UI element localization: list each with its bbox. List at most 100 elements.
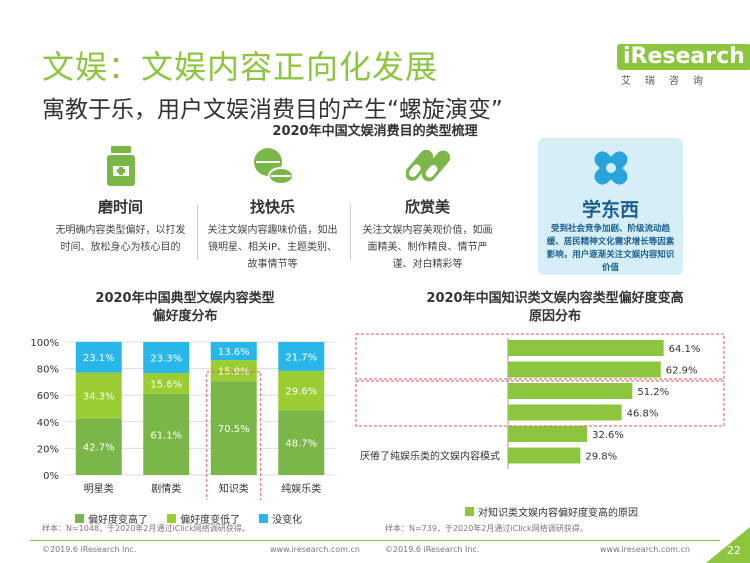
bar: [508, 447, 581, 464]
left-footnote: 样本：N=1048，于2020年2月通过iClick网络调研获得。: [42, 524, 250, 533]
logo-subtext: 艾瑞咨询: [621, 76, 717, 87]
legend-label: 偏好度变低了: [180, 515, 241, 526]
legend-label: 偏好度变高了: [88, 515, 148, 526]
right-footer-url: www.iresearch.com.cn: [600, 545, 690, 554]
data-label: 34.3%: [83, 391, 115, 402]
data-label: 64.1%: [669, 344, 701, 355]
card-name: 欣赏美: [404, 198, 450, 216]
legend-swatch: [465, 507, 474, 516]
legend-item: 没变化: [259, 511, 302, 526]
right-footer-copyright: ©2019.6 iResearch Inc.: [385, 545, 480, 554]
bar: [508, 404, 622, 421]
bar-segment: [143, 393, 190, 475]
right-chart-title-line2: 原因分布: [528, 309, 581, 324]
x-tick-label: 明星类: [84, 482, 114, 495]
legend-swatch: [75, 514, 84, 523]
data-label: 48.7%: [285, 439, 317, 450]
bar-segment: [75, 341, 122, 373]
bar-segment: [210, 381, 257, 475]
page-number: 22: [727, 544, 741, 557]
x-tick-label: 知识类: [219, 482, 249, 495]
highlight-box: [355, 333, 725, 380]
card-find-joy: 找快乐 关注文娱内容趣味价值，如出镜明星、相关IP、主题类别、故事情节等: [200, 140, 345, 270]
category-label: 厌倦了纯娱乐类的文娱内容模式: [360, 450, 500, 463]
bar: [508, 361, 661, 378]
data-label: 51.2%: [637, 387, 669, 398]
bar-segment: [210, 360, 257, 382]
stacked-bar-chart: 0% 20% 40% 60% 80% 100% 42.7% 34.3% 23.1% 明星类 61.1…: [30, 338, 335, 500]
right-chart-title-line1: 2020年中国知识类文娱内容类型偏好度变高: [426, 291, 684, 306]
bar-segment: [278, 370, 325, 411]
page-title: 文娱：文娱内容正向化发展: [42, 48, 439, 86]
page-subtitle: 寓教于乐，用户文娱消费目的产生“螺旋演变”: [42, 97, 503, 123]
data-label: 61.1%: [150, 430, 182, 441]
bandage-icon: [594, 151, 627, 185]
legend-item: 对知识类文娱内容偏好度变高的原因: [465, 504, 638, 519]
left-chart-title-line2: 偏好度分布: [152, 309, 218, 324]
card-desc: 无明确内容类型偏好，以打发时间、放松身心为核心目的: [55, 225, 186, 253]
card-name: 磨时间: [97, 198, 143, 216]
left-chart-title-line1: 2020年中国典型文娱内容类型: [95, 291, 275, 306]
data-label: 62.9%: [666, 366, 698, 377]
highlight-box: [206, 371, 262, 500]
legend-swatch: [259, 514, 269, 523]
data-label: 42.7%: [83, 443, 115, 454]
bar-segment: [143, 372, 190, 394]
card-appreciate-beauty: 欣赏美 关注文娱内容美观价值，如画面精美、制作精良、情节严谨、对白精彩等: [355, 140, 500, 270]
left-chart-title: 2020年中国典型文娱内容类型 偏好度分布: [60, 290, 310, 326]
bar: [508, 340, 664, 356]
x-tick-label: 剧情类: [151, 482, 181, 495]
y-tick-label: 20%: [37, 444, 59, 455]
y-tick-label: 40%: [37, 418, 59, 429]
pills-icon: [253, 148, 294, 185]
y-tick-label: 0%: [43, 471, 59, 482]
bar-segment: [278, 342, 325, 371]
data-label: 23.3%: [150, 353, 182, 364]
data-label: 46.8%: [627, 409, 659, 420]
bar-segment: [210, 342, 257, 361]
bar-segment: [143, 342, 190, 373]
right-chart-legend: 对知识类文娱内容偏好度变高的原因: [465, 501, 652, 520]
legend-swatch: [167, 514, 177, 523]
footer-divider: [30, 540, 720, 541]
bar: [508, 426, 588, 442]
legend-item: 偏好度变低了: [167, 511, 240, 526]
data-label: 70.5%: [218, 424, 250, 435]
divider: [350, 205, 351, 260]
bar-segment: [75, 372, 122, 419]
card-desc: 关注文娱内容美观价值，如画面精美、制作精良、情节严谨、对白精彩等: [362, 225, 493, 270]
right-footnote: 样本：N=739，于2020年2月通过iClick网络调研获得。: [385, 524, 588, 533]
divider: [197, 205, 198, 260]
data-label: 29.6%: [285, 387, 317, 398]
data-label: 23.1%: [83, 353, 115, 364]
bar-segment: [75, 418, 122, 475]
card-desc: 关注文娱内容趣味价值，如出镜明星、相关IP、主题类别、故事情节等: [207, 225, 338, 270]
bottle-icon: [106, 146, 135, 186]
data-label: 15.6%: [150, 379, 182, 390]
card-name: 找快乐: [249, 198, 295, 216]
card-name: 学东西: [581, 199, 639, 221]
iresearch-logo: iResearch 艾瑞咨询: [617, 44, 750, 87]
page-corner-decoration: [706, 527, 750, 563]
data-label: 13.6%: [218, 347, 250, 358]
horizontal-bar-chart: 64.1% 62.9% 51.2% 46.8%32.6% 29.8% 厌倦了纯娱乐类的文娱…: [355, 333, 725, 469]
bar: [508, 383, 633, 399]
bar-segment: [278, 410, 325, 475]
y-tick-label: 100%: [30, 338, 59, 349]
logo-text: iResearch: [617, 44, 750, 70]
x-tick-label: 纯娱乐类: [281, 482, 321, 495]
highlight-box: [355, 380, 725, 427]
y-tick-label: 80%: [37, 365, 59, 376]
left-footer-copyright: ©2019.6 iResearch Inc.: [42, 545, 137, 554]
y-tick-label: 60%: [37, 391, 59, 402]
data-label: 29.8%: [585, 452, 617, 463]
section-title: 2020年中国文娱消费目的类型梳理: [272, 124, 478, 139]
card-learn: 学东西 受到社会竞争加剧、阶级流动趋缓、居民精神文化需求增长等因素影响，用户逐渐…: [538, 138, 683, 275]
capsules-icon: [405, 149, 450, 182]
legend-item: 偏好度变高了: [75, 511, 148, 526]
legend-label: 对知识类文娱内容偏好度变高的原因: [478, 508, 638, 519]
data-label: 32.6%: [592, 430, 624, 441]
left-chart-legend: 偏好度变高了 偏好度变低了 没变化: [75, 508, 355, 527]
left-footer-url: www.iresearch.com.cn: [270, 545, 360, 554]
legend-label: 没变化: [272, 515, 303, 526]
